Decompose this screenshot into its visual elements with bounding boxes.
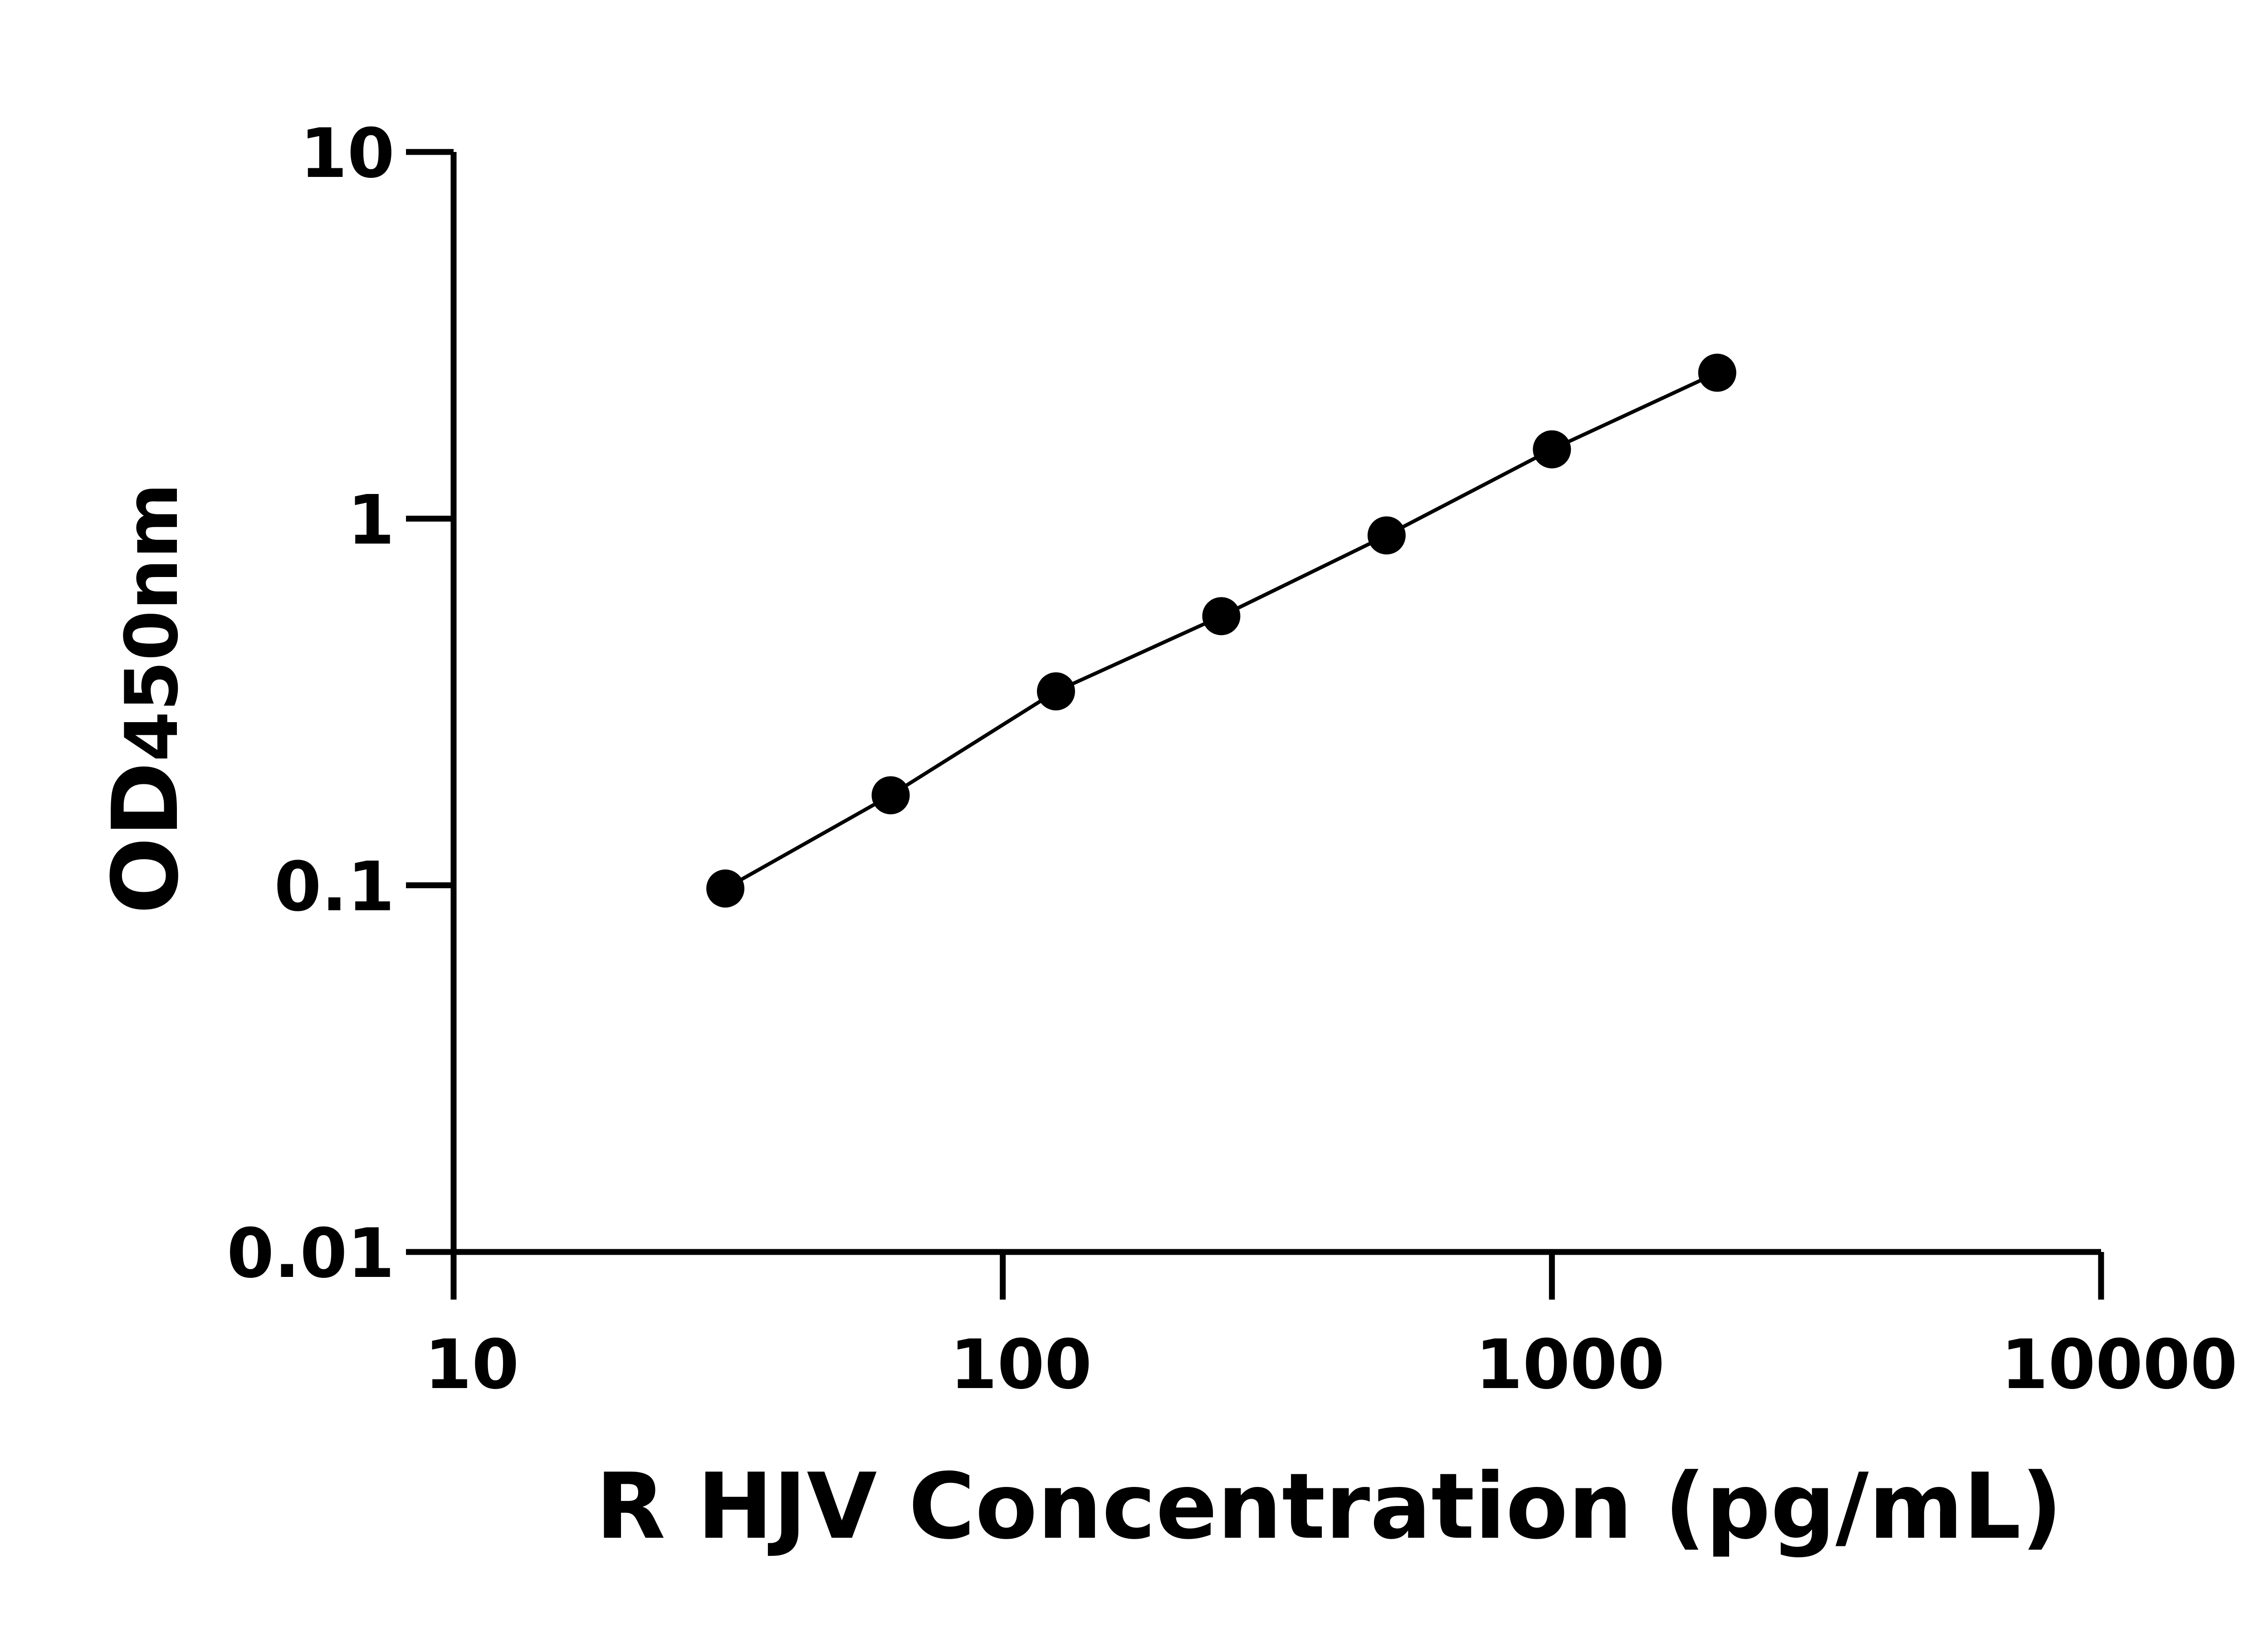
x-axis-label: R HJV Concentration (pg/mL) — [596, 1454, 2063, 1560]
data-point — [1036, 672, 1075, 711]
y-axis-label: OD450nm — [93, 483, 199, 914]
y-tick-label: 10 — [300, 114, 395, 193]
y-axis-label-main: OD — [93, 762, 199, 914]
data-point — [1533, 430, 1571, 469]
data-point — [1698, 353, 1736, 392]
x-tick-label: 10 — [425, 1325, 519, 1404]
data-point — [1202, 597, 1241, 636]
y-tick-label: 0.1 — [274, 848, 395, 927]
data-point — [871, 776, 910, 815]
y-tick-label: 1 — [347, 481, 395, 560]
data-point — [706, 869, 745, 908]
axes: 10 100 1000 10000 0.01 0.1 1 10 — [227, 114, 2238, 1404]
y-axis-label-sub: 450nm — [109, 483, 194, 762]
x-tick-label: 100 — [950, 1325, 1092, 1404]
x-tick-label: 10000 — [2001, 1325, 2238, 1404]
data-point — [1367, 516, 1406, 555]
data-marks — [706, 353, 1736, 908]
x-tick-label: 1000 — [1476, 1325, 1665, 1404]
y-tick-label: 0.01 — [227, 1214, 395, 1293]
